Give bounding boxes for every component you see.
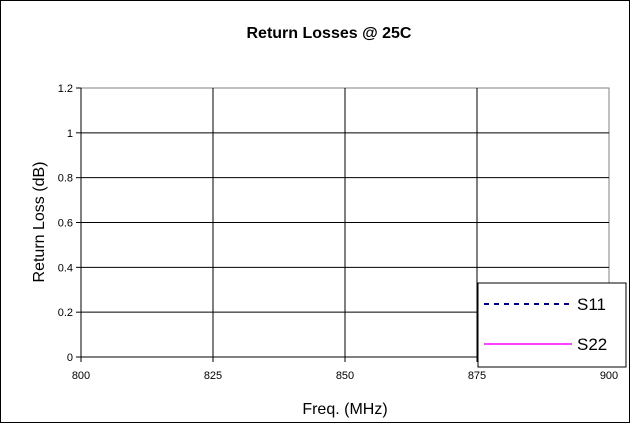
legend: S11 S22 [477, 282, 627, 368]
x-tick-label: 850 [336, 370, 354, 382]
grid-layer [81, 88, 609, 357]
y-tick-label: 1.2 [58, 83, 73, 95]
x-tick-label: 825 [204, 370, 222, 382]
x-tick-label: 800 [72, 370, 90, 382]
x-tick-label: 900 [600, 370, 618, 382]
legend-box [477, 282, 627, 368]
y-tick-label: 1 [67, 128, 73, 140]
x-tick-label: 875 [468, 370, 486, 382]
y-tick-label: 0.6 [58, 218, 73, 230]
y-tick-label: 0 [67, 352, 73, 364]
y-tick-label: 0.4 [58, 262, 73, 274]
x-axis-label: Freq. (MHz) [302, 401, 387, 418]
y-axis-label: Return Loss (dB) [31, 162, 48, 283]
y-tick-label: 0.2 [58, 307, 73, 319]
y-tick-label: 0.8 [58, 173, 73, 185]
legend-label-s22: S22 [577, 335, 607, 354]
legend-label-s11: S11 [577, 295, 606, 314]
chart-title: Return Losses @ 25C [247, 25, 412, 42]
